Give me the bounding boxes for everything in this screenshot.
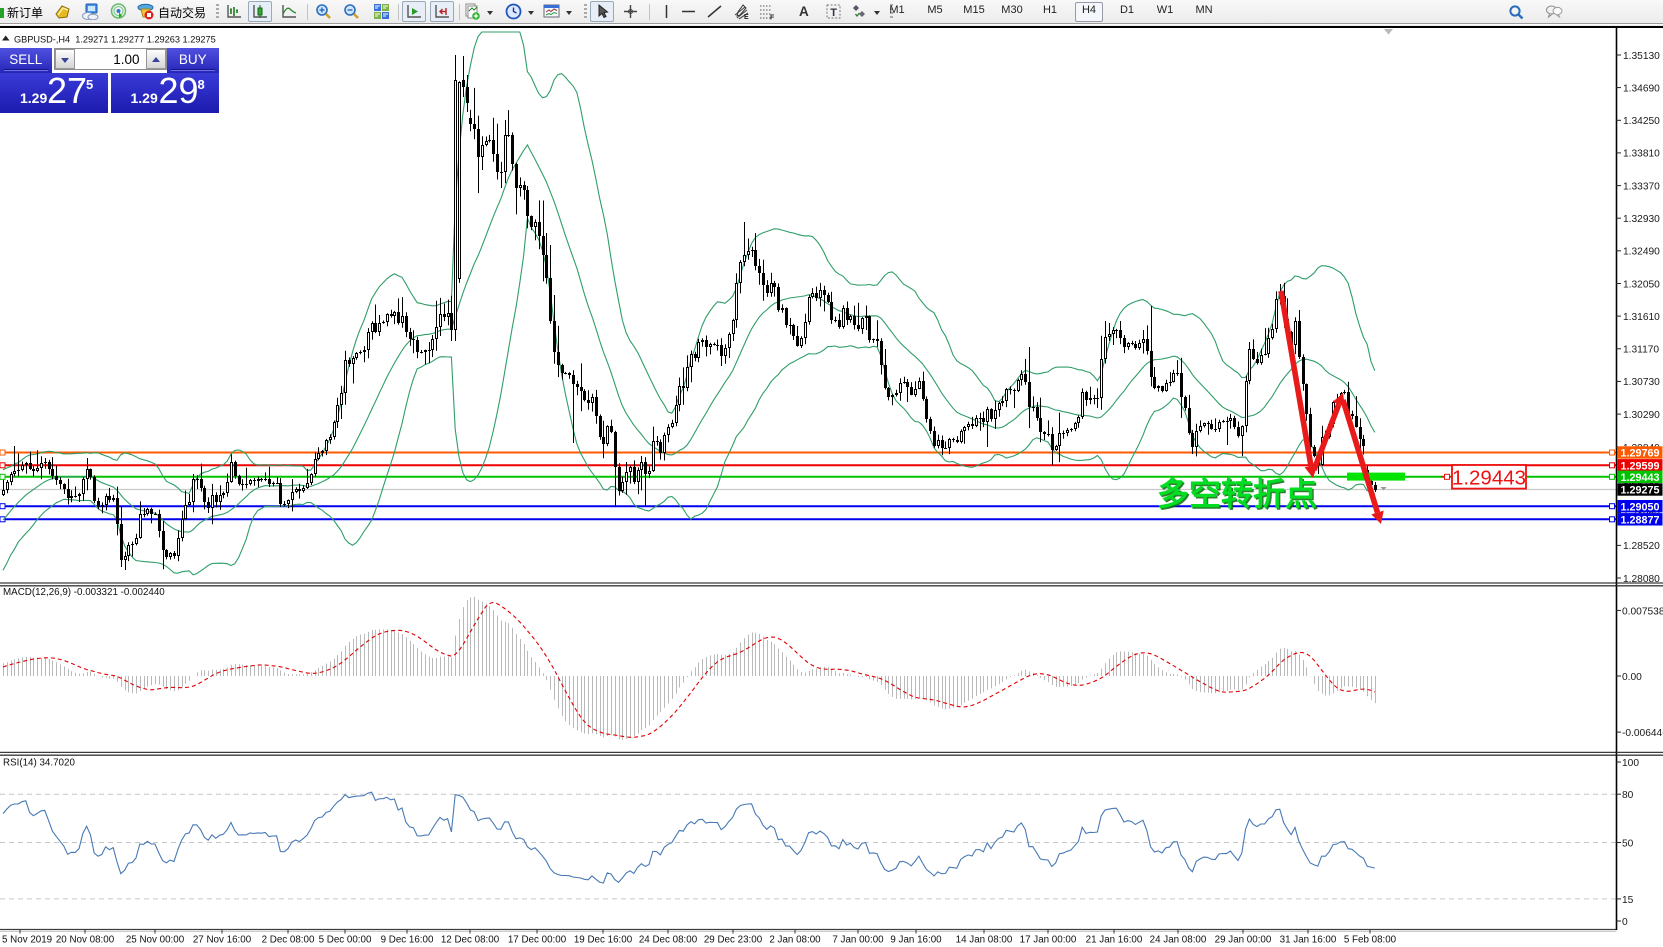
svg-text:29 Jan 00:00: 29 Jan 00:00 (1215, 935, 1272, 946)
svg-text:50: 50 (1622, 839, 1634, 850)
svg-text:9 Dec 16:00: 9 Dec 16:00 (381, 935, 434, 946)
svg-text:29 Dec 23:00: 29 Dec 23:00 (704, 935, 763, 946)
svg-text:1.31610: 1.31610 (1623, 312, 1660, 323)
svg-text:21 Jan 16:00: 21 Jan 16:00 (1086, 935, 1143, 946)
svg-text:12 Dec 08:00: 12 Dec 08:00 (441, 935, 500, 946)
svg-text:17 Dec 00:00: 17 Dec 00:00 (508, 935, 567, 946)
svg-text:1.34690: 1.34690 (1623, 83, 1660, 94)
svg-text:1.35130: 1.35130 (1623, 51, 1660, 62)
svg-text:1.30730: 1.30730 (1623, 377, 1660, 388)
svg-text:5 Nov 2019: 5 Nov 2019 (2, 935, 52, 946)
svg-text:1.32050: 1.32050 (1623, 279, 1660, 290)
svg-text:1.28520: 1.28520 (1623, 541, 1660, 552)
svg-text:7 Jan 00:00: 7 Jan 00:00 (832, 935, 884, 946)
svg-text:25 Nov 00:00: 25 Nov 00:00 (126, 935, 185, 946)
svg-text:2 Jan 08:00: 2 Jan 08:00 (769, 935, 821, 946)
svg-text:27 Nov 16:00: 27 Nov 16:00 (193, 935, 252, 946)
svg-text:17 Jan 00:00: 17 Jan 00:00 (1020, 935, 1077, 946)
svg-text:80: 80 (1622, 790, 1634, 801)
svg-text:MACD(12,26,9) -0.003321 -0.002: MACD(12,26,9) -0.003321 -0.002440 (3, 587, 165, 598)
svg-text:2 Dec 08:00: 2 Dec 08:00 (262, 935, 315, 946)
svg-text:31 Jan 16:00: 31 Jan 16:00 (1280, 935, 1337, 946)
svg-text:0: 0 (1622, 917, 1628, 928)
svg-text:F: F (770, 15, 775, 21)
svg-text:1.29443: 1.29443 (1452, 467, 1526, 490)
svg-text:1.28877: 1.28877 (1621, 515, 1660, 527)
svg-text:20 Nov 08:00: 20 Nov 08:00 (56, 935, 115, 946)
svg-text:多空转折点: 多空转折点 (1157, 476, 1317, 512)
svg-text:1.29443: 1.29443 (1621, 472, 1660, 484)
svg-text:E: E (744, 14, 749, 20)
svg-text:5 Feb 08:00: 5 Feb 08:00 (1344, 935, 1397, 946)
svg-text:1.32930: 1.32930 (1623, 214, 1660, 225)
svg-text:1.28080: 1.28080 (1623, 574, 1660, 585)
svg-text:1.29050: 1.29050 (1621, 501, 1660, 513)
svg-text:1.32490: 1.32490 (1623, 247, 1660, 258)
svg-text:多空转折点: 多空转折点 (1159, 478, 1319, 514)
svg-text:-0.006446: -0.006446 (1622, 728, 1663, 739)
svg-text:1.33810: 1.33810 (1623, 149, 1660, 160)
svg-text:1.31170: 1.31170 (1623, 345, 1659, 356)
svg-text:1.29769: 1.29769 (1621, 448, 1660, 460)
svg-text:1.30290: 1.30290 (1623, 410, 1660, 421)
svg-text:1.29275: 1.29275 (1621, 485, 1660, 497)
svg-text:24 Dec 08:00: 24 Dec 08:00 (639, 935, 698, 946)
svg-text:1.34250: 1.34250 (1623, 116, 1660, 127)
svg-text:GBPUSD-,H4 1.29271 1.29277 1.: GBPUSD-,H4 1.29271 1.29277 1.29263 1.292… (14, 35, 216, 45)
svg-text:15: 15 (1622, 895, 1634, 906)
svg-text:14 Jan 08:00: 14 Jan 08:00 (956, 935, 1013, 946)
svg-text:100: 100 (1622, 758, 1639, 769)
svg-text:T: T (830, 7, 837, 19)
svg-text:1.29599: 1.29599 (1621, 461, 1660, 473)
svg-text:0.00: 0.00 (1622, 672, 1642, 683)
svg-text:1.33370: 1.33370 (1623, 181, 1660, 192)
svg-text:0.007538: 0.007538 (1622, 606, 1663, 617)
svg-text:5 Dec 00:00: 5 Dec 00:00 (319, 935, 372, 946)
svg-text:24 Jan 08:00: 24 Jan 08:00 (1150, 935, 1207, 946)
svg-text:RSI(14) 34.7020: RSI(14) 34.7020 (3, 758, 75, 769)
svg-text:19 Dec 16:00: 19 Dec 16:00 (574, 935, 633, 946)
svg-text:9 Jan 16:00: 9 Jan 16:00 (890, 935, 942, 946)
